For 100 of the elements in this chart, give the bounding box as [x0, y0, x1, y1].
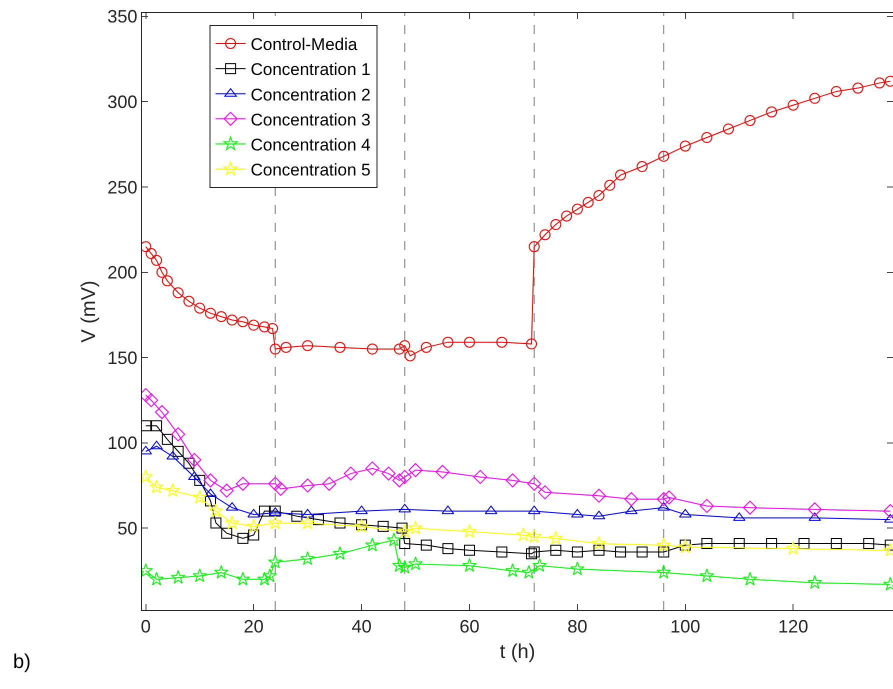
point	[830, 86, 842, 97]
point	[194, 302, 206, 314]
x-tick-label: 100	[670, 616, 700, 637]
point	[365, 538, 380, 552]
x-tick-label: 40	[352, 616, 372, 637]
point	[334, 342, 346, 353]
point	[462, 558, 477, 572]
point	[312, 514, 324, 526]
point	[334, 518, 346, 529]
y-tick-label: 250	[107, 177, 138, 198]
point	[154, 405, 169, 420]
point	[210, 518, 222, 529]
point	[548, 530, 563, 545]
point	[561, 210, 572, 222]
point	[365, 461, 380, 476]
point	[550, 544, 562, 556]
point	[462, 524, 477, 538]
point	[171, 427, 186, 442]
x-tick-label: 20	[244, 616, 264, 637]
point	[172, 287, 184, 298]
y-tick-label: 50	[117, 518, 138, 538]
point	[162, 275, 173, 286]
point	[144, 393, 158, 408]
point	[656, 538, 671, 552]
point	[237, 532, 248, 544]
point	[332, 546, 348, 560]
point	[192, 568, 207, 582]
point	[615, 170, 626, 181]
legend-label: Concentration 2	[250, 85, 371, 104]
point	[656, 564, 671, 579]
x-tick-label: 120	[778, 616, 808, 637]
point	[788, 100, 799, 111]
point	[354, 518, 369, 533]
point	[408, 556, 423, 570]
point	[236, 476, 250, 491]
point	[291, 510, 302, 522]
point	[615, 546, 626, 558]
point	[392, 473, 406, 488]
y-tick-label: 350	[107, 6, 138, 27]
point	[268, 554, 282, 568]
point	[656, 492, 671, 506]
point	[322, 476, 336, 491]
point	[221, 528, 232, 539]
y-tick-label: 300	[107, 92, 138, 112]
point	[398, 560, 412, 574]
point	[268, 476, 282, 491]
point	[366, 344, 378, 355]
point	[700, 568, 714, 582]
point	[267, 323, 278, 334]
point	[420, 342, 432, 353]
legend-label: Concentration 4	[250, 136, 371, 155]
point	[766, 106, 778, 118]
point	[526, 548, 538, 560]
point	[798, 538, 810, 549]
point	[678, 539, 692, 554]
point	[528, 546, 540, 558]
point	[532, 558, 547, 572]
point	[149, 572, 164, 586]
point	[473, 470, 488, 484]
point	[162, 434, 173, 445]
legend-label: Concentration 1	[250, 60, 371, 80]
point	[527, 529, 542, 543]
point	[268, 516, 282, 530]
point	[701, 538, 712, 549]
point	[496, 546, 508, 558]
point	[538, 485, 552, 500]
point	[300, 516, 315, 530]
point	[408, 463, 423, 478]
point	[604, 180, 616, 191]
point	[172, 446, 184, 457]
point	[722, 123, 734, 134]
point	[436, 464, 450, 479]
point	[680, 140, 691, 152]
point	[874, 77, 886, 88]
point	[786, 541, 800, 555]
point	[570, 562, 585, 576]
point	[658, 150, 670, 162]
point	[398, 524, 412, 538]
point	[636, 546, 648, 558]
point	[151, 254, 162, 266]
point	[505, 563, 520, 577]
text: b)	[13, 651, 31, 673]
point	[274, 482, 288, 496]
point	[156, 266, 168, 278]
x-tick-label: 0	[140, 616, 151, 637]
point	[526, 338, 538, 350]
point	[194, 474, 206, 486]
point	[226, 314, 238, 326]
point	[187, 452, 202, 467]
point	[852, 82, 864, 94]
point	[863, 538, 874, 549]
point	[399, 340, 410, 352]
point	[237, 316, 248, 328]
point	[302, 340, 314, 352]
point	[236, 572, 250, 586]
point	[766, 538, 778, 549]
point	[166, 483, 180, 497]
y-axis-title: V (mV)	[78, 280, 100, 343]
point	[420, 540, 432, 551]
point	[220, 484, 234, 498]
